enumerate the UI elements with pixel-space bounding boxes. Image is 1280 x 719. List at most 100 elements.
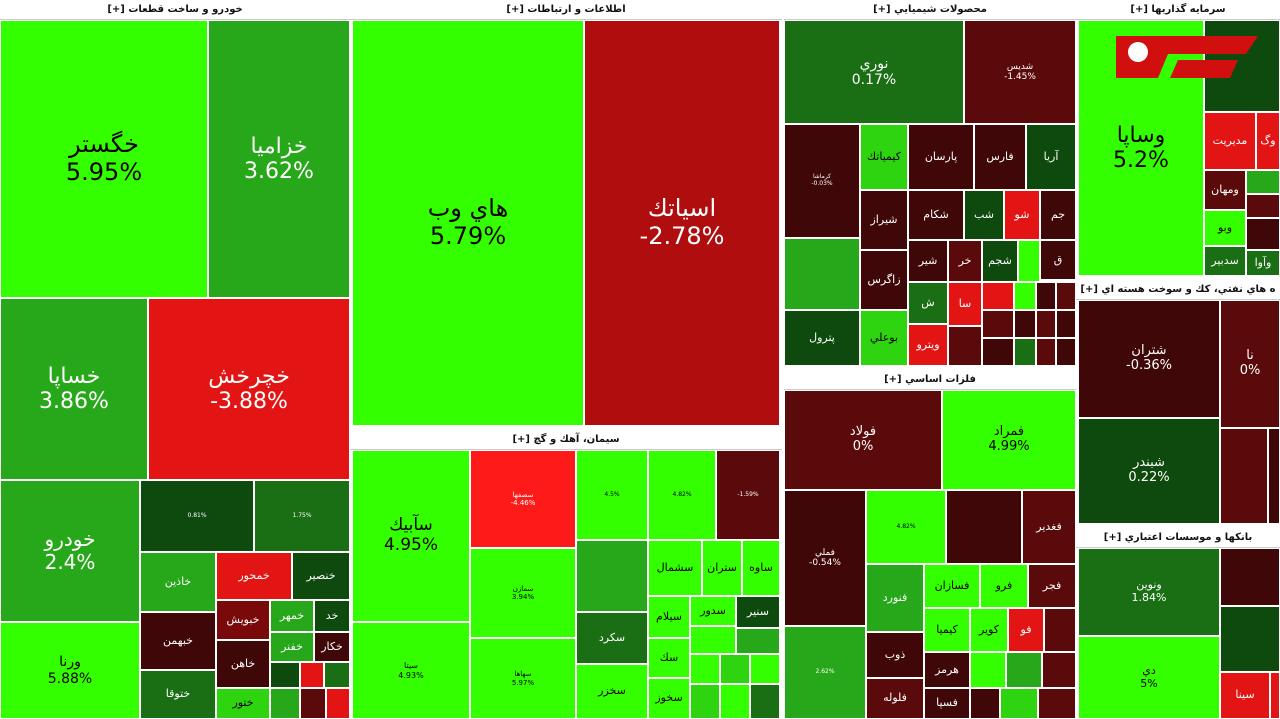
- stock-tile: [324, 662, 350, 688]
- stock-tile: سآبيك 4.95%: [352, 450, 470, 622]
- stock-tile: خگستر 5.95%: [0, 20, 208, 298]
- stock-symbol: فغدير: [1036, 519, 1062, 533]
- stock-symbol: كيميا: [936, 622, 958, 636]
- stock-symbol: فجر: [1042, 578, 1062, 592]
- price-change: 5.79%: [429, 222, 507, 250]
- stock-tile: خبهمن: [140, 612, 216, 670]
- price-change: 4.95%: [383, 535, 438, 555]
- stock-tile: وگ: [1256, 112, 1280, 170]
- stock-tile: اسياتك -2.78%: [584, 20, 780, 426]
- stock-tile: خاهن: [216, 640, 270, 688]
- stock-tile: فملي -0.54%: [784, 490, 866, 626]
- stock-symbol: فلوله: [883, 691, 907, 705]
- stock-tile: شتران -0.36%: [1078, 300, 1220, 418]
- stock-symbol: ش: [921, 295, 935, 309]
- stock-tile: كيمياتك: [860, 124, 908, 190]
- stock-tile: [1014, 310, 1036, 338]
- price-change: 4.99%: [988, 439, 1030, 454]
- price-change: 2.4%: [44, 550, 96, 574]
- stock-symbol: خبويش: [226, 612, 260, 626]
- stock-tile: [982, 310, 1014, 338]
- stock-symbol: فرو: [995, 578, 1013, 592]
- stock-tile: 4.82%: [866, 490, 946, 564]
- stock-tile: خساپا 3.86%: [0, 298, 148, 480]
- stock-tile: 1.75%: [254, 480, 350, 552]
- stock-tile: فسپا: [924, 688, 970, 719]
- stock-symbol: خگستر: [69, 130, 139, 159]
- stock-tile: [948, 326, 982, 366]
- stock-tile: خنصير: [292, 552, 350, 600]
- stock-symbol: وآوا: [1254, 255, 1272, 269]
- stock-symbol: خزاميا: [250, 133, 308, 159]
- stock-tile: خبويش: [216, 600, 270, 640]
- stock-tile: سنير: [736, 596, 780, 628]
- price-change: -3.88%: [210, 389, 288, 414]
- price-change: -0.03%: [811, 180, 833, 187]
- stock-tile: [300, 688, 326, 719]
- stock-symbol: ويترو: [916, 337, 940, 351]
- stock-symbol: پارسان: [924, 149, 958, 163]
- stock-tile: [982, 338, 1014, 366]
- stock-symbol: فملي: [815, 547, 835, 558]
- stock-tile: [1220, 548, 1280, 606]
- stock-symbol: شب: [973, 207, 995, 221]
- stock-tile: فغدير: [1022, 490, 1076, 564]
- stock-tile: ساوه: [742, 540, 780, 596]
- stock-symbol: شديس: [1006, 61, 1034, 72]
- stock-tile: خفنر: [270, 632, 314, 662]
- stock-tile: آريا: [1026, 124, 1076, 190]
- stock-tile: شجم: [982, 240, 1018, 282]
- price-change: 1.75%: [292, 511, 312, 519]
- sector-header: خودرو و ساخت قطعات [+]: [0, 0, 350, 20]
- stock-tile: [982, 282, 1014, 310]
- stock-symbol: مديريت: [1212, 133, 1248, 147]
- stock-tile: [1036, 338, 1056, 366]
- stock-tile: [1014, 282, 1036, 310]
- price-change: 0%: [1239, 363, 1261, 378]
- stock-symbol: هاي وب: [427, 194, 509, 223]
- stock-symbol: شجم: [988, 253, 1012, 267]
- stock-tile: سيتا 4.93%: [352, 622, 470, 719]
- price-change: -0.54%: [809, 558, 841, 568]
- stock-symbol: سيلام: [656, 609, 682, 623]
- stock-tile: شكام: [908, 190, 964, 240]
- sector-header: اطلاعات و ارتباطات [+]: [350, 0, 782, 20]
- price-change: 3.86%: [39, 389, 109, 414]
- stock-tile: فلوله: [866, 678, 924, 719]
- price-change: 5.2%: [1113, 148, 1169, 173]
- stock-symbol: آريا: [1043, 149, 1059, 163]
- stock-tile: سينا: [1220, 672, 1270, 719]
- stock-symbol: سخزر: [598, 684, 626, 698]
- stock-tile: ذوب: [866, 632, 924, 678]
- stock-symbol: ختوقا: [165, 687, 191, 701]
- stock-tile: خودرو 2.4%: [0, 480, 140, 622]
- sector-header: سرمايه گذاريها [+]: [1076, 0, 1280, 20]
- stock-tile: [1246, 170, 1280, 194]
- stock-symbol: دي: [1142, 663, 1156, 677]
- stock-symbol: سينا: [1235, 688, 1255, 702]
- stock-tile: وآوا: [1246, 250, 1280, 276]
- price-change: 1.84%: [1131, 591, 1167, 604]
- stock-tile: هاي وب 5.79%: [352, 20, 584, 426]
- price-change: 4.93%: [398, 670, 424, 680]
- stock-symbol: فارس: [986, 149, 1014, 163]
- stock-tile: [736, 628, 780, 654]
- stock-tile: [1220, 428, 1268, 524]
- stock-tile: شير: [908, 240, 948, 282]
- stock-tile: خزاميا 3.62%: [208, 20, 350, 298]
- stock-symbol: خمحور: [238, 568, 270, 582]
- stock-tile: دي 5%: [1078, 636, 1220, 719]
- stock-symbol: سك: [659, 650, 679, 664]
- stock-symbol: شبندر: [1133, 455, 1165, 471]
- stock-symbol: خمهر: [279, 608, 305, 622]
- price-change: 3.94%: [511, 593, 535, 601]
- stock-symbol: كوير: [978, 622, 1000, 636]
- stock-symbol: ونوين: [1136, 578, 1162, 592]
- stock-tile: [1246, 218, 1280, 250]
- stock-symbol: ومهان: [1211, 182, 1239, 196]
- stock-tile: ويترو: [908, 324, 948, 366]
- price-change: 3.62%: [244, 159, 314, 184]
- price-change: 0%: [852, 439, 874, 454]
- stock-symbol: خچرخش: [208, 363, 290, 389]
- stock-symbol: ختور: [232, 696, 254, 710]
